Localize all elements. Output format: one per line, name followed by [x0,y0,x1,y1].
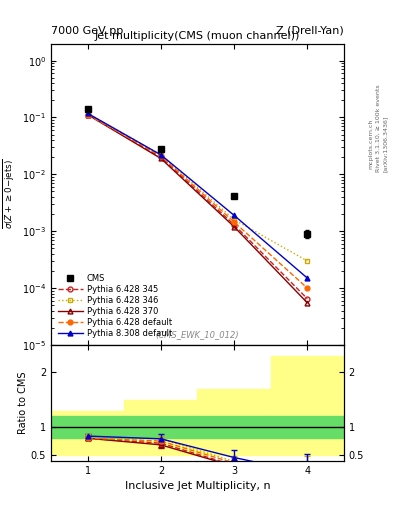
Text: Z (Drell-Yan): Z (Drell-Yan) [276,26,344,36]
Legend: CMS, Pythia 6.428 345, Pythia 6.428 346, Pythia 6.428 370, Pythia 6.428 default,: CMS, Pythia 6.428 345, Pythia 6.428 346,… [55,271,174,340]
Text: 7000 GeV pp: 7000 GeV pp [51,26,123,36]
Text: Rivet 3.1.10, ≥ 100k events: Rivet 3.1.10, ≥ 100k events [376,84,380,172]
Text: (CMS_EWK_10_012): (CMS_EWK_10_012) [156,330,239,339]
Y-axis label: Ratio to CMS: Ratio to CMS [18,372,28,434]
X-axis label: Inclusive Jet Multiplicity, n: Inclusive Jet Multiplicity, n [125,481,270,491]
Text: [arXiv:1306.3436]: [arXiv:1306.3436] [383,115,387,172]
Y-axis label: $\frac{\sigma(Z+\geq n\mathrm{-jets})}{\sigma(Z+\geq 0\mathrm{-jets})}$: $\frac{\sigma(Z+\geq n\mathrm{-jets})}{\… [0,159,17,229]
Title: Jet multiplicity(CMS (muon channel)): Jet multiplicity(CMS (muon channel)) [95,31,300,41]
Text: mcplots.cern.ch: mcplots.cern.ch [369,118,373,168]
